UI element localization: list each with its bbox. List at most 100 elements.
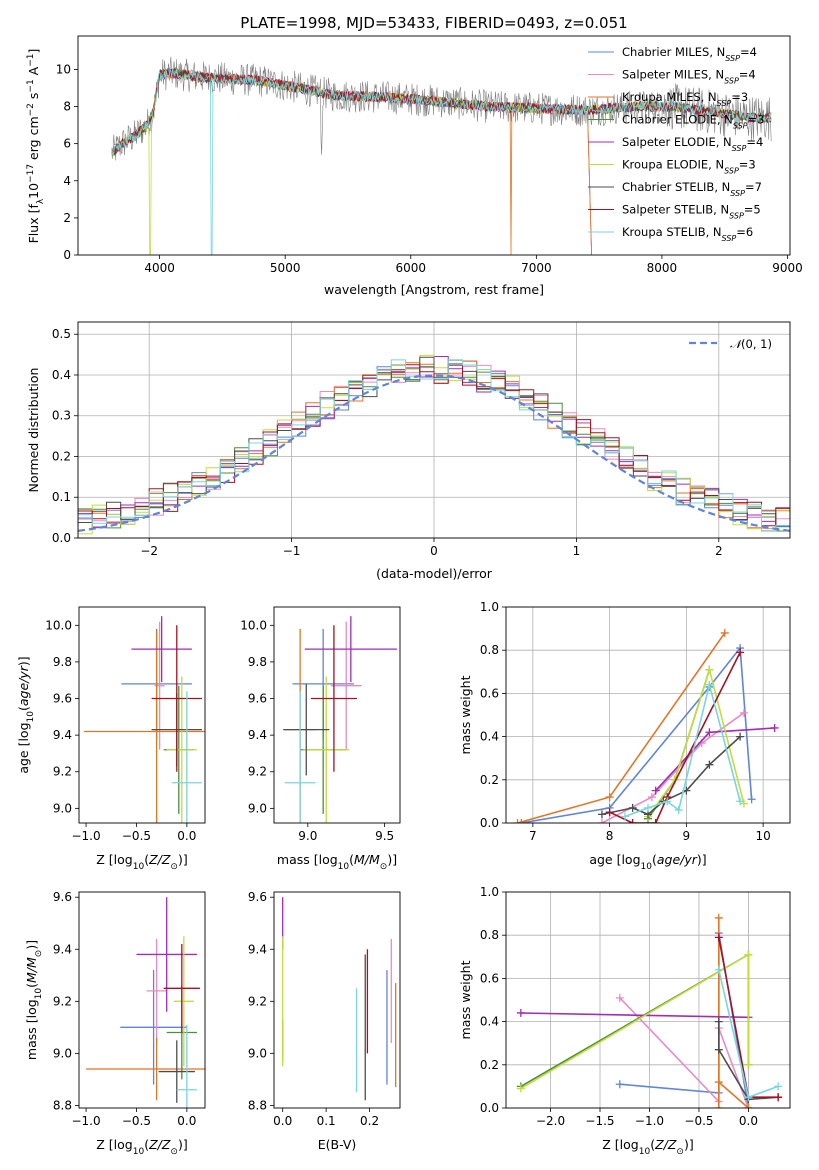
y-tick-label: 10.0: [45, 618, 72, 632]
y-tick-label: 9.2: [248, 994, 267, 1008]
y-tick-label: 0.8: [480, 928, 499, 942]
weight-vs-Z-panel: −2.0 −1.5 −1.0 −0.5 0.0 0.0 0.2 0.4 0.6 0.8 1.0 Z […: [458, 885, 791, 1157]
series-kroupa_stelib: [620, 680, 745, 821]
figure-title: PLATE=1998, MJD=53433, FIBERID=0493, z=0…: [240, 14, 627, 32]
y-tick-label: 9.0: [53, 801, 72, 815]
plus-marker: [770, 723, 779, 732]
plus-marker: [747, 795, 756, 804]
y-tick-label: 0: [63, 248, 71, 262]
x-tick-label: −1.0: [71, 1114, 100, 1128]
plus-marker: [714, 965, 723, 974]
y-axis-label: mass weight: [458, 675, 473, 754]
plus-marker: [744, 950, 753, 959]
y-tick-label: 9.6: [248, 890, 267, 904]
x-tick-label: 1: [573, 544, 581, 558]
y-tick-label: 9.2: [248, 765, 267, 779]
plus-marker: [714, 1078, 723, 1087]
x-tick-label: 0.0: [739, 1114, 758, 1128]
plot-data: [282, 897, 397, 1101]
series-salpeter_elodie: [651, 723, 779, 795]
series-line: [609, 652, 741, 823]
errorbar-kroupa_stelib: [176, 1024, 197, 1108]
plus-marker: [651, 819, 660, 823]
y-tick-label: 0.6: [480, 686, 499, 700]
y-tick-label: 1.0: [480, 885, 499, 899]
x-tick-label: 0.2: [360, 1114, 379, 1128]
x-tick-label: −1: [283, 544, 301, 558]
plus-marker: [714, 1104, 723, 1108]
legend-label: Kroupa STELIB, NSSP=6: [622, 225, 753, 243]
plus-marker: [615, 993, 624, 1002]
errorbar-chabrier_stelib: [283, 683, 330, 776]
x-tick-label: −1.0: [71, 829, 100, 843]
x-axis-label: mass [log10(M/M⊙)]: [277, 852, 397, 872]
x-tick-label: −2.0: [536, 1114, 565, 1128]
plus-marker: [736, 648, 745, 657]
y-tick-label: 10.0: [240, 618, 267, 632]
axes: 0.0 0.1 0.2 8.8 9.0 9.2 9.4 9.6 E(B-V): [248, 890, 401, 1152]
errorbar-salpeter_stelib: [310, 625, 357, 772]
plus-marker: [774, 1082, 783, 1091]
y-axis-label: mass weight: [458, 960, 473, 1039]
y-tick-label: 0.8: [480, 643, 499, 657]
y-tick-label: 8.8: [53, 1098, 72, 1112]
errorbar-kroupa_elodie: [173, 936, 194, 1067]
errorbar-salpeter_stelib: [163, 944, 200, 1033]
errorbar-chabrier_stelib: [158, 1040, 195, 1103]
y-tick-label: 0.6: [480, 971, 499, 985]
y-tick-label: 9.6: [53, 890, 72, 904]
axes-frame: [505, 606, 791, 824]
plus-marker: [736, 732, 745, 741]
y-tick-label: 9.8: [53, 655, 72, 669]
x-axis-label: age [log10(age/yr)]: [589, 852, 706, 872]
y-axis-label: age [log10(age/yr)]: [16, 656, 36, 773]
x-axis-label: Z [log10(Z/Z⊙)]: [96, 852, 187, 872]
y-tick-label: 0.0: [480, 1101, 499, 1115]
axes-frame: [77, 35, 791, 256]
legend-label: Salpeter MILES, NSSP=4: [622, 68, 756, 86]
plus-marker: [714, 1017, 723, 1026]
x-tick-label: −2: [140, 544, 158, 558]
x-tick-label: −0.5: [684, 1114, 713, 1128]
plus-marker: [517, 819, 526, 823]
series-line: [601, 712, 745, 823]
plot-data: [283, 616, 397, 823]
plot-data: [111, 56, 772, 255]
y-axis-label: Normed distribution: [26, 368, 41, 493]
legend-label: Chabrier MILES, NSSP=4: [622, 45, 757, 63]
axes: −1.0 −0.5 0.0 8.8 9.0 9.2 9.4 9.6 Z [log10(Z/Z⊙)…: [24, 890, 206, 1157]
x-axis-label: Z [log10(Z/Z⊙)]: [96, 1137, 187, 1157]
errorbar-salpeter_elodie: [136, 897, 197, 1012]
axes-frame: [273, 606, 401, 824]
plus-marker: [714, 933, 723, 942]
legend-label: Salpeter STELIB, NSSP=5: [622, 203, 761, 221]
series-line: [624, 684, 741, 818]
y-axis-label: mass [log10(M/M⊙)]: [24, 940, 44, 1060]
legend-label: Kroupa ELODIE, NSSP=3: [622, 158, 756, 176]
plot-data: [84, 616, 205, 823]
x-tick-label: 7000: [521, 261, 552, 275]
model-spectrum-kroupa_elodie: [111, 67, 772, 255]
series-chabrier_miles: [517, 644, 756, 823]
legend-label: Kroupa MILES, NSSP=3: [622, 90, 748, 108]
axes: −2.0 −1.5 −1.0 −0.5 0.0 0.0 0.2 0.4 0.6 0.8 1.0 Z […: [458, 885, 791, 1157]
legend-label: 𝒩(0, 1): [730, 337, 772, 351]
x-tick-label: 9.5: [375, 829, 394, 843]
x-axis-label: Z [log10(Z/Z⊙)]: [602, 1137, 693, 1157]
y-tick-label: 6: [63, 137, 71, 151]
plus-marker: [774, 1093, 783, 1102]
age-vs-mass-panel: 9.0 9.5 9.0 9.2 9.4 9.6 9.8 10.0 mass [log10(M/M…: [240, 606, 401, 872]
axes-frame: [273, 891, 401, 1109]
x-tick-label: 6000: [395, 261, 426, 275]
x-tick-label: 4000: [144, 261, 175, 275]
x-tick-label: 9000: [772, 261, 803, 275]
y-tick-label: 0.0: [480, 816, 499, 830]
y-tick-label: 9.0: [248, 1046, 267, 1060]
y-tick-label: 0.2: [52, 449, 71, 463]
plus-marker: [615, 1080, 624, 1089]
y-tick-label: 4: [63, 174, 71, 188]
plus-marker: [739, 708, 748, 717]
plus-marker: [674, 806, 683, 815]
plus-marker: [597, 819, 606, 823]
